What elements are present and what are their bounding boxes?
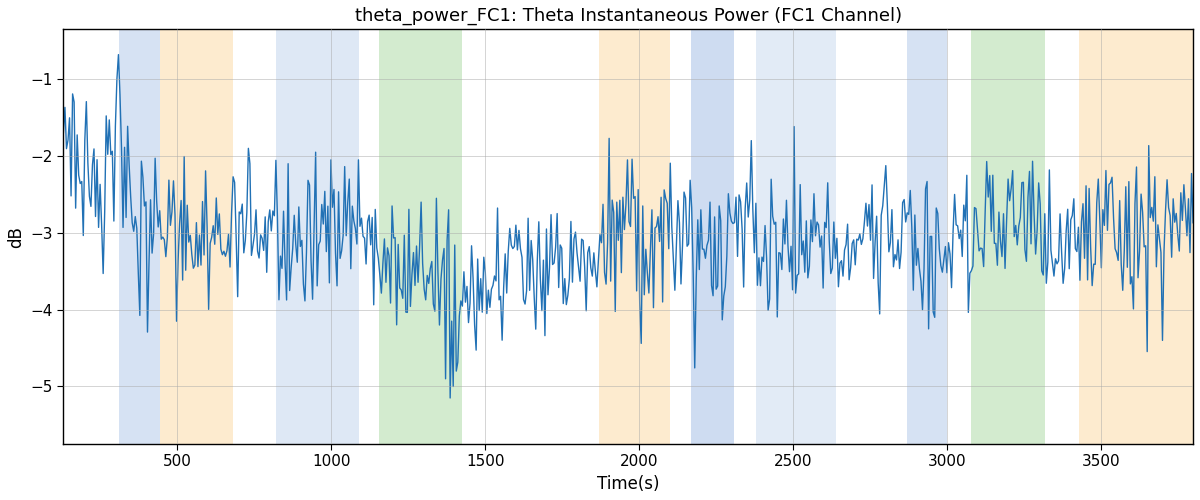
Bar <box>691 30 734 444</box>
Bar <box>161 30 233 444</box>
Bar <box>599 30 670 444</box>
X-axis label: Time(s): Time(s) <box>596 475 660 493</box>
Bar <box>1079 30 1193 444</box>
Bar <box>907 30 947 444</box>
Bar <box>119 30 161 444</box>
Bar <box>972 30 1045 444</box>
Title: theta_power_FC1: Theta Instantaneous Power (FC1 Channel): theta_power_FC1: Theta Instantaneous Pow… <box>355 7 901 25</box>
Bar <box>276 30 359 444</box>
Bar <box>756 30 836 444</box>
Y-axis label: dB: dB <box>7 226 25 248</box>
Bar <box>379 30 462 444</box>
